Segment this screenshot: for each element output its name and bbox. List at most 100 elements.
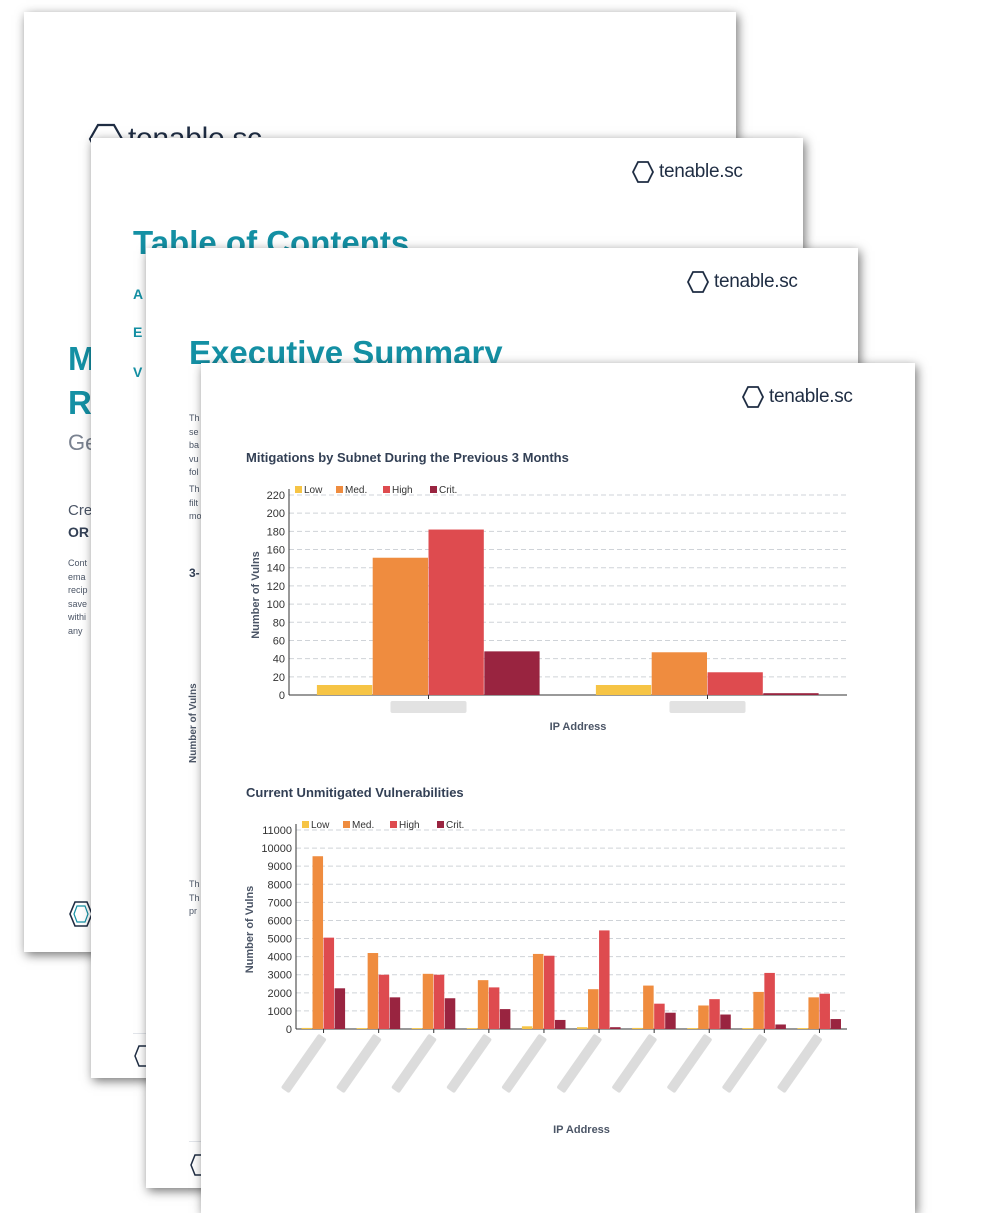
body-line: pr <box>189 906 198 916</box>
y-tick-label: 120 <box>267 581 285 593</box>
y-tick-label: 9000 <box>268 861 292 873</box>
logo-text: tenable.sc <box>769 386 853 407</box>
cover-body-text: Cont ema recip save withi any <box>68 557 88 638</box>
legend-label: Low <box>311 820 330 831</box>
bar-high <box>654 1003 665 1029</box>
toc-entry[interactable]: A <box>133 286 144 302</box>
y-tick-label: 140 <box>267 563 285 575</box>
legend-swatch <box>343 821 350 828</box>
body-line: ema <box>68 571 86 582</box>
body-line: fol <box>189 467 199 477</box>
bar-low <box>742 1028 753 1029</box>
y-tick-label: 160 <box>267 545 285 557</box>
y-axis-label: Number of Vulns <box>188 683 199 763</box>
legend-swatch <box>295 486 302 493</box>
y-tick-label: 5000 <box>268 934 292 946</box>
bar-med <box>422 973 434 1029</box>
y-tick-label: 1000 <box>268 1006 292 1018</box>
body-line: Th <box>189 879 200 889</box>
y-tick-label: 4000 <box>268 952 292 964</box>
bar-high <box>433 974 445 1029</box>
bar-low <box>577 1027 588 1029</box>
legend-label: High <box>392 485 413 496</box>
y-tick-label: 60 <box>273 635 285 647</box>
body-line: Th <box>189 413 200 423</box>
bar-crit <box>484 651 540 695</box>
bar-crit <box>665 1012 676 1029</box>
bar-high <box>819 993 830 1029</box>
legend-swatch <box>390 821 397 828</box>
bar-high <box>709 999 720 1029</box>
bar-crit <box>720 1014 731 1029</box>
body-line: Th <box>189 892 200 903</box>
y-axis-title: Number of Vulns <box>250 551 262 639</box>
hexagon-logo-icon <box>741 386 765 408</box>
redacted-ip-label <box>390 701 467 713</box>
y-tick-label: 0 <box>286 1024 292 1036</box>
y-tick-label: 8000 <box>268 879 292 891</box>
body-line: se <box>189 426 199 437</box>
bar-med <box>312 856 324 1029</box>
redacted-ip-label <box>281 1034 327 1093</box>
y-tick-label: 6000 <box>268 915 292 927</box>
y-axis-title: Number of Vulns <box>244 886 256 974</box>
body-line: any <box>68 625 83 636</box>
bar-low <box>687 1028 698 1029</box>
redacted-ip-label <box>669 701 746 713</box>
bar-low <box>356 1028 368 1029</box>
toc-entry[interactable]: V <box>133 364 143 380</box>
chart-2-title: Current Unmitigated Vulnerabilities <box>246 785 464 800</box>
bar-med <box>698 1005 709 1029</box>
bar-high <box>707 672 763 695</box>
logo-text: tenable.sc <box>659 161 743 182</box>
body-line: ba <box>189 440 200 450</box>
legend-swatch <box>437 821 444 828</box>
summary-paragraph-3: Th Th pr <box>189 878 200 919</box>
bar-crit <box>775 1024 786 1029</box>
org-label: OR <box>68 524 89 540</box>
body-line: save <box>68 598 88 609</box>
bar-high <box>378 974 390 1029</box>
legend-swatch <box>383 486 390 493</box>
bar-high <box>543 955 555 1029</box>
legend-label: Low <box>304 485 323 496</box>
bar-high <box>323 937 335 1029</box>
bar-crit <box>334 988 346 1029</box>
section-heading: 3- <box>189 566 200 580</box>
y-tick-label: 7000 <box>268 897 292 909</box>
cover-title-line2: R <box>68 384 92 421</box>
hexagon-logo-icon <box>631 161 655 183</box>
y-tick-label: 10000 <box>261 843 292 855</box>
y-tick-label: 220 <box>267 490 285 502</box>
hexagon-logo-icon <box>686 271 710 293</box>
bar-high <box>488 987 500 1029</box>
bar-med <box>808 997 819 1029</box>
bar-med <box>367 953 379 1029</box>
toc-entry[interactable]: E <box>133 324 143 340</box>
y-tick-label: 20 <box>273 672 285 684</box>
y-tick-label: 11000 <box>262 825 292 837</box>
legend-swatch <box>430 486 437 493</box>
bar-crit <box>389 997 401 1029</box>
bar-low <box>632 1027 643 1029</box>
legend-label: High <box>399 820 420 831</box>
y-tick-label: 80 <box>273 617 285 629</box>
bar-high <box>599 930 610 1029</box>
bar-low <box>466 1028 478 1029</box>
created-label: Cre <box>68 502 93 519</box>
bar-crit <box>499 1009 511 1029</box>
redacted-ip-label <box>336 1034 382 1093</box>
unmitigated-bar-chart: 0 1000 2000 3000 4000 5000 6000 7000 8000 9000 100… <box>244 820 847 1136</box>
tenable-logo: tenable.sc <box>741 385 853 409</box>
bar-med <box>651 652 707 695</box>
body-line: mo <box>189 511 202 521</box>
y-tick-label: 200 <box>267 508 285 520</box>
bar-med <box>477 980 489 1029</box>
y-tick-label: 0 <box>279 690 285 702</box>
bar-med <box>372 557 428 695</box>
summary-paragraph-2: Th filt mo <box>189 483 202 524</box>
bar-low <box>521 1026 533 1029</box>
redacted-ip-label <box>612 1034 657 1093</box>
bar-low <box>797 1028 808 1029</box>
redacted-ip-label <box>501 1034 547 1093</box>
